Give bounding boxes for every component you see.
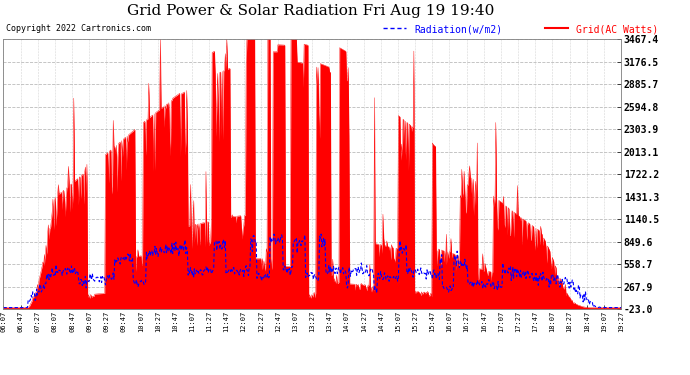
Text: Grid(AC Watts): Grid(AC Watts) — [576, 24, 658, 34]
Text: Grid Power & Solar Radiation Fri Aug 19 19:40: Grid Power & Solar Radiation Fri Aug 19 … — [127, 4, 494, 18]
Text: Radiation(w/m2): Radiation(w/m2) — [414, 24, 502, 34]
Text: Copyright 2022 Cartronics.com: Copyright 2022 Cartronics.com — [6, 24, 150, 33]
